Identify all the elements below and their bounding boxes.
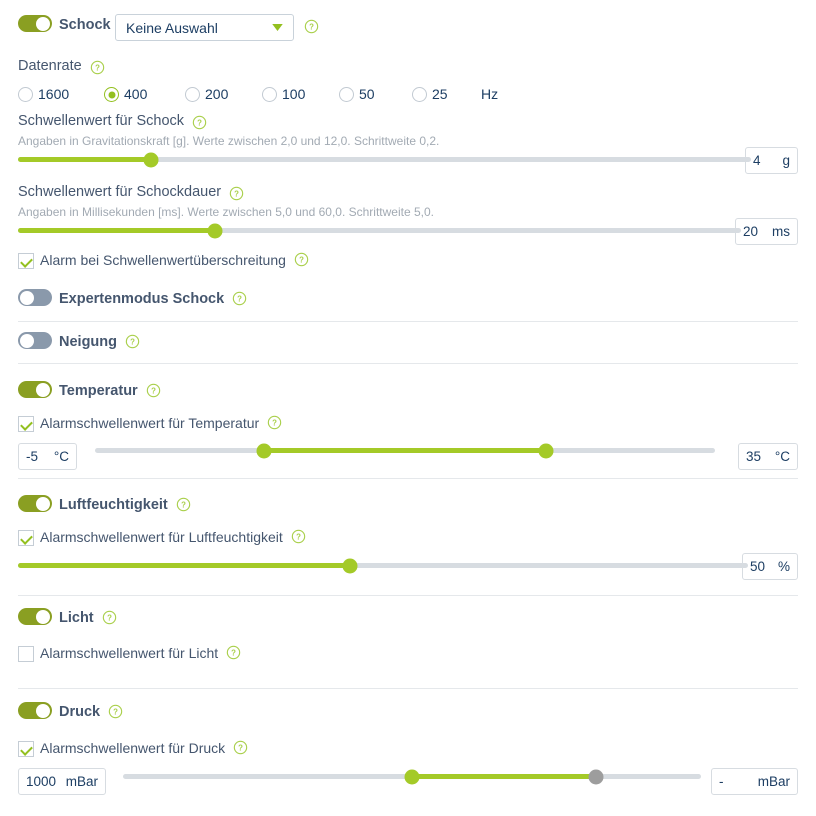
svg-text:?: ? (130, 338, 135, 347)
svg-text:?: ? (234, 190, 239, 199)
svg-text:?: ? (181, 501, 186, 510)
svg-text:?: ? (237, 295, 242, 304)
svg-text:?: ? (231, 649, 236, 658)
svg-text:?: ? (296, 533, 301, 542)
svg-text:?: ? (113, 708, 118, 717)
svg-text:?: ? (238, 744, 243, 753)
svg-text:?: ? (107, 614, 112, 623)
svg-text:?: ? (299, 256, 304, 265)
svg-text:?: ? (95, 64, 100, 73)
svg-text:?: ? (151, 387, 156, 396)
svg-text:?: ? (309, 23, 314, 32)
svg-text:?: ? (272, 419, 277, 428)
svg-text:?: ? (197, 119, 202, 128)
